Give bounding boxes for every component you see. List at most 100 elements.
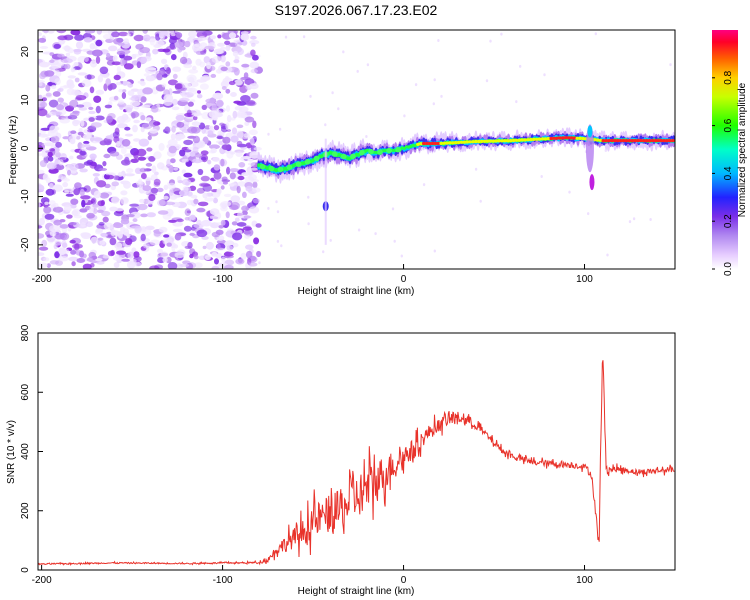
noise-blob [113, 262, 120, 268]
noise-blob [211, 103, 217, 112]
noise-blob [80, 232, 91, 238]
noise-blob [39, 72, 46, 80]
noise-blob [53, 219, 62, 226]
noise-blob [64, 45, 71, 52]
noise-blob [208, 110, 219, 119]
noise-blob [234, 217, 240, 222]
ridge-dot [377, 149, 383, 155]
ridge-core [526, 138, 530, 142]
x-tick-label: -100 [213, 274, 233, 285]
ridge-core [558, 136, 562, 140]
noise-blob [90, 236, 98, 244]
noise-speck [433, 78, 436, 82]
noise-blob [39, 217, 45, 226]
noise-blob [123, 181, 131, 189]
ridge-core [601, 139, 606, 143]
noise-blob [61, 242, 68, 248]
noise-blob [206, 61, 212, 70]
noise-blob [70, 250, 77, 255]
noise-blob [235, 151, 243, 158]
noise-blob [118, 31, 129, 37]
noise-blob [248, 83, 259, 90]
noise-blob [57, 53, 65, 58]
noise-blob [236, 222, 247, 227]
ridge-core [592, 138, 597, 142]
noise-blob [226, 114, 232, 123]
noise-blob [187, 241, 193, 249]
noise-blob [102, 216, 109, 223]
noise-blob [67, 83, 75, 89]
ridge-core [645, 139, 649, 143]
ridge-core [627, 139, 632, 143]
spectrogram-y-label: Frequency (Hz) [8, 116, 19, 185]
noise-blob [127, 251, 134, 259]
noise-blob [209, 208, 220, 216]
noise-blob [48, 99, 59, 108]
noise-blob [136, 184, 144, 188]
noise-blob [203, 56, 210, 64]
noise-blob [241, 205, 250, 212]
noise-blob [164, 126, 171, 134]
noise-blob [162, 257, 168, 263]
noise-blob [223, 251, 234, 257]
noise-blob [131, 94, 142, 99]
noise-blob [81, 79, 92, 87]
noise-blob [44, 201, 49, 205]
noise-blob [231, 221, 238, 226]
noise-blob [148, 194, 156, 201]
noise-blob [250, 42, 256, 47]
noise-blob [110, 228, 116, 237]
noise-blob [120, 226, 126, 233]
noise-blob [162, 48, 171, 53]
noise-blob [58, 87, 64, 92]
noise-blob [86, 74, 92, 80]
ridge-core [662, 139, 666, 143]
noise-blob [252, 54, 259, 61]
noise-blob [71, 261, 76, 267]
noise-blob [44, 213, 55, 220]
noise-blob [169, 36, 178, 40]
noise-blob [89, 206, 94, 214]
noise-blob [176, 32, 183, 39]
noise-blob [137, 80, 146, 84]
spectrogram-frame [37, 29, 676, 270]
noise-blob [116, 250, 126, 255]
noise-blob [216, 243, 221, 249]
noise-blob [226, 245, 234, 251]
noise-blob [145, 75, 155, 82]
noise-blob [172, 90, 183, 94]
ridge-core [549, 136, 553, 141]
noise-blob [96, 180, 107, 188]
noise-blob [165, 208, 174, 217]
noise-blob [187, 101, 194, 107]
noise-blob [133, 34, 144, 42]
noise-blob [174, 233, 182, 241]
noise-blob [166, 67, 171, 74]
noise-blob [73, 110, 81, 115]
noise-blob [88, 251, 97, 259]
noise-blob [112, 55, 118, 62]
noise-speck [543, 73, 546, 77]
noise-blob [77, 131, 84, 136]
noise-blob [202, 245, 207, 250]
noise-blob [194, 43, 203, 47]
x-tick-label: -200 [32, 274, 52, 285]
noise-blob [46, 263, 51, 268]
ridge-core [442, 141, 446, 145]
ridge-core [552, 136, 556, 140]
noise-speck [594, 32, 597, 36]
noise-speck [485, 79, 489, 83]
noise-blob [74, 34, 85, 41]
noise-blob [198, 182, 210, 187]
ridge-core [517, 138, 522, 142]
noise-blob [62, 58, 73, 64]
noise-blob [117, 123, 128, 129]
noise-blob [172, 66, 182, 72]
noise-blob [220, 185, 225, 190]
noise-blob [38, 31, 42, 37]
snr-x-ticks: -200 -100 0 100 [32, 565, 593, 586]
noise-blob [136, 180, 144, 186]
noise-blob [92, 203, 99, 208]
noise-blob [113, 175, 119, 181]
noise-blob [49, 231, 57, 237]
